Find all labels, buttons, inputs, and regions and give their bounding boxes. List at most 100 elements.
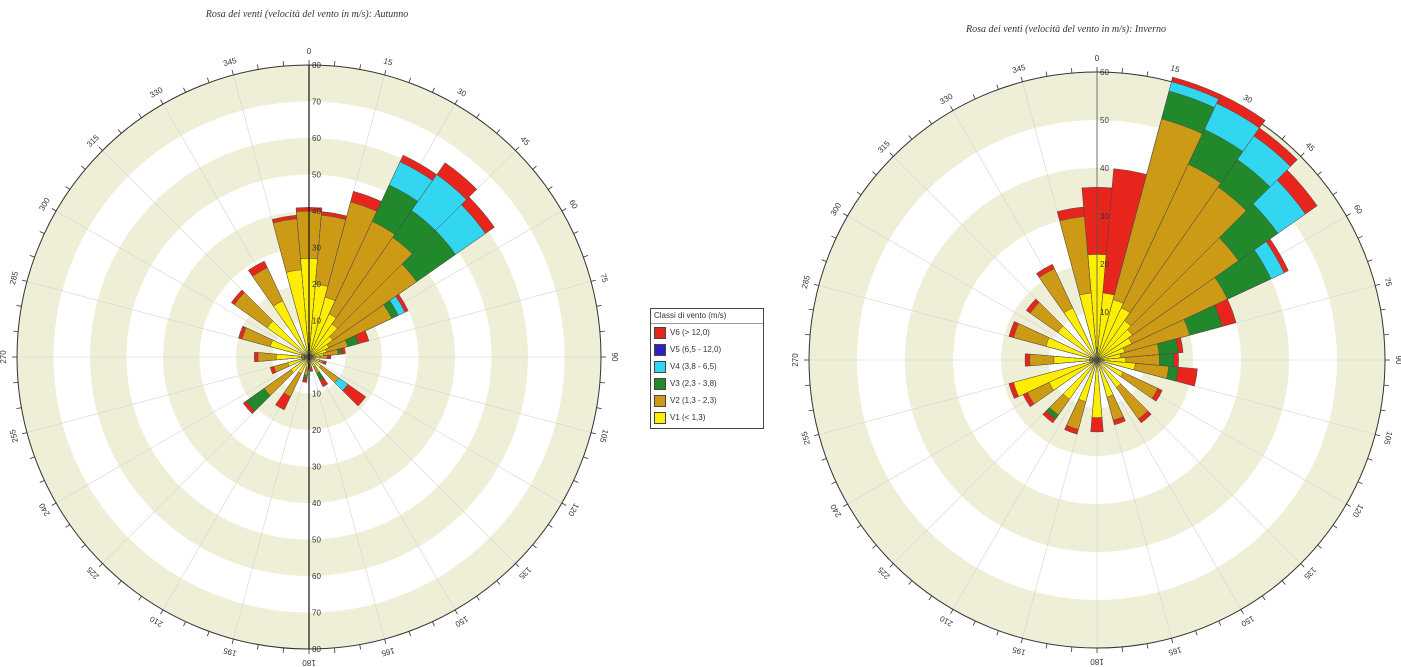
legend-item-v1: V1 (< 1,3) [651, 409, 763, 426]
spoke-inverno [952, 359, 1098, 610]
angle-tick-autunno [547, 524, 553, 528]
ring-label-autunno-70: 70 [312, 98, 321, 107]
angle-tick-inverno [1261, 595, 1266, 601]
ring-label-autunno-10-lower: 10 [312, 390, 321, 399]
angle-tick-autunno [408, 77, 411, 83]
ring-label-autunno-80-lower: 80 [312, 645, 321, 654]
angle-tick-autunno [408, 631, 411, 637]
ring-label-inverno-40: 40 [1100, 164, 1109, 173]
angle-tick-inverno [831, 481, 837, 485]
angle-tick-inverno [928, 119, 933, 125]
angle-tick-inverno [1317, 171, 1322, 176]
ring-label-autunno-40: 40 [312, 207, 321, 216]
angle-label-autunno-0: 0 [307, 47, 312, 56]
angle-tick-inverno [872, 171, 877, 176]
angle-tick-autunno [29, 255, 35, 258]
angle-tick-autunno [561, 208, 567, 212]
ring-label-autunno-30-lower: 30 [312, 463, 321, 472]
legend-swatch-v2 [654, 394, 666, 407]
angle-tick-inverno [1367, 259, 1373, 262]
angle-label-inverno-300: 300 [829, 201, 844, 218]
ring-label-autunno-0: 0 [301, 353, 306, 362]
angle-tick-autunno [257, 64, 259, 70]
angle-tick-inverno [950, 106, 954, 111]
petal-autunno-330-v1 [273, 300, 310, 358]
angle-label-inverno-75: 75 [1383, 277, 1394, 288]
petal-inverno-200-v1 [1078, 359, 1098, 403]
legend-swatch-v5 [654, 343, 666, 356]
angle-tick-autunno [334, 647, 336, 653]
angle-tick-autunno [583, 456, 589, 459]
petal-autunno-50-v2 [308, 263, 417, 358]
petal-autunno-150-v1 [308, 356, 316, 368]
angle-tick-autunno [257, 644, 259, 650]
angle-tick-inverno [843, 503, 848, 507]
angle-tick-autunno [432, 621, 435, 627]
angle-tick-inverno [996, 630, 999, 636]
angle-tick-autunno [547, 186, 553, 190]
angle-label-inverno-210: 210 [938, 614, 955, 629]
angle-tick-autunno [98, 563, 103, 568]
angle-tick-inverno [950, 609, 954, 614]
angle-tick-autunno [599, 330, 605, 332]
angle-tick-autunno [117, 580, 122, 585]
angle-tick-autunno [51, 502, 57, 506]
legend-label-v3: V3 (2,3 - 3,8) [670, 379, 717, 388]
angle-tick-autunno [532, 165, 537, 170]
petal-inverno-250-v1 [1013, 359, 1098, 397]
ring-label-autunno-30: 30 [312, 244, 321, 253]
petal-autunno-230-v1 [290, 356, 310, 373]
angle-tick-autunno [359, 644, 361, 650]
angle-tick-autunno [183, 621, 186, 627]
angle-tick-inverno [813, 434, 819, 437]
angle-tick-autunno [138, 113, 142, 119]
angle-tick-inverno [808, 308, 814, 311]
angle-label-inverno-45: 45 [1304, 141, 1317, 154]
angle-label-inverno-15: 15 [1170, 63, 1181, 74]
angle-label-autunno-300: 300 [37, 196, 52, 213]
angle-tick-inverno [1300, 152, 1305, 157]
angle-tick-autunno [138, 595, 142, 601]
angle-tick-autunno [98, 146, 103, 151]
angle-label-inverno-225: 225 [876, 565, 892, 581]
angle-tick-autunno [13, 330, 19, 332]
angle-tick-autunno [532, 544, 537, 549]
angle-tick-autunno [496, 580, 501, 585]
angle-tick-autunno [599, 382, 605, 384]
chart-title-inverno: Rosa dei venti (velocità del vento in m/… [966, 24, 1166, 35]
legend-swatch-v4 [654, 360, 666, 373]
angle-label-inverno-150: 150 [1239, 614, 1256, 629]
angle-label-inverno-330: 330 [938, 91, 955, 106]
angle-label-autunno-105: 105 [598, 428, 610, 444]
angle-label-inverno-60: 60 [1352, 203, 1365, 216]
angle-tick-inverno [843, 213, 848, 217]
chart-title-autunno: Rosa dei venti (velocità del vento in m/… [205, 9, 409, 20]
ring-label-inverno-20: 20 [1100, 260, 1109, 269]
angle-tick-inverno [1020, 638, 1023, 644]
angle-label-autunno-240: 240 [37, 501, 52, 518]
angle-tick-autunno [21, 432, 28, 435]
angle-tick-inverno [1045, 643, 1048, 649]
angle-tick-autunno [16, 305, 22, 307]
spoke-autunno [233, 356, 310, 640]
angle-tick-inverno [1346, 213, 1351, 217]
ring-label-inverno-50: 50 [1100, 116, 1109, 125]
legend-item-v6: V6 (> 12,0) [651, 324, 763, 341]
angle-tick-autunno [29, 456, 35, 459]
angle-label-inverno-180: 180 [1090, 657, 1104, 666]
petal-inverno-180-v1 [1091, 359, 1103, 418]
angle-tick-inverno [808, 409, 814, 412]
angle-tick-autunno [65, 524, 71, 528]
angle-tick-autunno [13, 382, 19, 384]
angle-tick-inverno [1375, 283, 1381, 286]
spoke-inverno [847, 215, 1098, 361]
angle-label-inverno-195: 195 [1011, 645, 1027, 657]
petal-autunno-90-v1 [308, 355, 321, 359]
petal-inverno-160-v1 [1096, 359, 1114, 398]
angle-tick-autunno [282, 647, 284, 653]
spoke-autunno [55, 356, 310, 504]
petal-autunno-210-v1 [298, 356, 310, 374]
angle-tick-autunno [515, 146, 520, 151]
angle-tick-inverno [1146, 71, 1149, 77]
